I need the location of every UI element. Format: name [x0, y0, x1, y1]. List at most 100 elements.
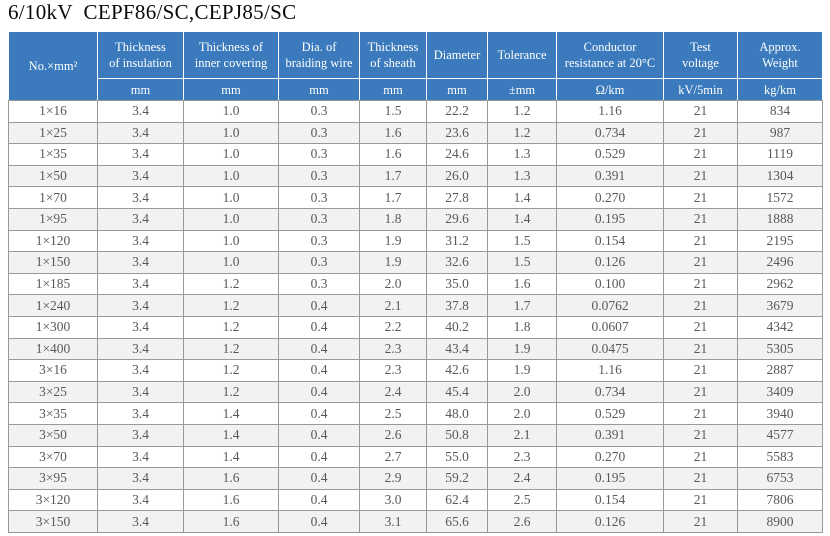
table-cell: 24.6	[426, 143, 488, 166]
table-cell: 7806	[737, 488, 823, 512]
table-row: 1×16 3.4 1.0 0.3 1.5 22.2 1.2 1.16 21 834	[8, 100, 823, 123]
table-cell: 0.391	[556, 164, 664, 188]
table-cell: 3.4	[97, 315, 184, 339]
table-cell: 1.6	[183, 488, 279, 512]
table-cell: 1.4	[183, 445, 279, 469]
row-label: 1×35	[8, 143, 98, 166]
table-cell: 1.9	[487, 359, 557, 382]
table-cell: 0.4	[278, 488, 360, 512]
table-cell: 0.3	[278, 272, 360, 296]
table-cell: 1.4	[487, 207, 557, 231]
table-cell: 1.0	[183, 143, 279, 166]
table-cell: 43.4	[426, 337, 488, 361]
column-header-8: Test voltage	[663, 31, 738, 79]
table-cell: 1.6	[359, 121, 427, 145]
table-cell: 37.8	[426, 294, 488, 317]
table-cell: 3.4	[97, 488, 184, 512]
row-label: 3×50	[8, 423, 98, 447]
table-cell: 0.3	[278, 164, 360, 188]
column-header-1: Thickness of insulation	[97, 31, 184, 79]
table-row: 3×120 3.4 1.6 0.4 3.0 62.4 2.5 0.154 21 7806	[8, 488, 823, 512]
table-cell: 3.1	[359, 510, 427, 533]
table-cell: 0.4	[278, 402, 360, 425]
table-row: 1×240 3.4 1.2 0.4 2.1 37.8 1.7 0.0762 21 3679	[8, 294, 823, 317]
table-cell: 2.6	[487, 510, 557, 533]
table-row: 1×185 3.4 1.2 0.3 2.0 35.0 1.6 0.100 21 2962	[8, 272, 823, 296]
table-cell: 1.2	[183, 315, 279, 339]
table-cell: 1.2	[183, 380, 279, 404]
column-header-7: Conductor resistance at 20°C	[556, 31, 664, 79]
table-cell: 0.195	[556, 207, 664, 231]
table-row: 1×300 3.4 1.2 0.4 2.2 40.2 1.8 0.0607 21 4342	[8, 315, 823, 339]
table-cell: 3.4	[97, 164, 184, 188]
table-cell: 6753	[737, 467, 823, 490]
row-label: 3×150	[8, 510, 98, 533]
table-cell: 5583	[737, 445, 823, 469]
column-unit-9: kg/km	[737, 78, 823, 101]
table-cell: 3.4	[97, 510, 184, 533]
table-cell: 4342	[737, 315, 823, 339]
table-cell: 4577	[737, 423, 823, 447]
table-cell: 42.6	[426, 359, 488, 382]
row-label: 1×185	[8, 272, 98, 296]
table-cell: 2195	[737, 229, 823, 253]
table-cell: 0.3	[278, 143, 360, 166]
table-cell: 3.0	[359, 488, 427, 512]
column-unit-3: mm	[278, 78, 360, 101]
table-cell: 1.7	[359, 186, 427, 209]
table-cell: 1.0	[183, 121, 279, 145]
table-cell: 2.5	[359, 402, 427, 425]
table-cell: 1.9	[359, 229, 427, 253]
table-cell: 1.8	[487, 315, 557, 339]
table-cell: 0.126	[556, 510, 664, 533]
table-cell: 2.3	[359, 359, 427, 382]
table-cell: 1.3	[487, 164, 557, 188]
table-cell: 2496	[737, 251, 823, 274]
table-cell: 0.4	[278, 445, 360, 469]
table-cell: 1.7	[487, 294, 557, 317]
table-cell: 21	[663, 488, 738, 512]
table-cell: 0.734	[556, 380, 664, 404]
table-cell: 3.4	[97, 186, 184, 209]
table-cell: 3.4	[97, 380, 184, 404]
table-cell: 21	[663, 315, 738, 339]
table-cell: 0.270	[556, 445, 664, 469]
row-label: 1×16	[8, 100, 98, 123]
table-cell: 1.5	[359, 100, 427, 123]
table-row: 1×25 3.4 1.0 0.3 1.6 23.6 1.2 0.734 21 987	[8, 121, 823, 145]
table-cell: 21	[663, 100, 738, 123]
table-cell: 0.734	[556, 121, 664, 145]
cable-spec-table: No.×mm² Thickness of insulation Thickness …	[8, 31, 823, 533]
table-cell: 2.0	[487, 380, 557, 404]
column-header-4: Thickness of sheath	[359, 31, 427, 79]
table-cell: 0.4	[278, 510, 360, 533]
table-row: 1×120 3.4 1.0 0.3 1.9 31.2 1.5 0.154 21 2195	[8, 229, 823, 253]
table-cell: 3.4	[97, 143, 184, 166]
page-title: 6/10kV CEPF86/SC,CEPJ85/SC	[8, 0, 297, 24]
table-cell: 21	[663, 143, 738, 166]
column-header-3: Dia. of braiding wire	[278, 31, 360, 79]
table-cell: 1.2	[183, 294, 279, 317]
table-cell: 1.6	[183, 467, 279, 490]
table-cell: 2.7	[359, 445, 427, 469]
table-cell: 2.9	[359, 467, 427, 490]
table-cell: 987	[737, 121, 823, 145]
table-cell: 2.3	[487, 445, 557, 469]
table-row: 3×70 3.4 1.4 0.4 2.7 55.0 2.3 0.270 21 5583	[8, 445, 823, 469]
column-header-2: Thickness of inner covering	[183, 31, 279, 79]
table-cell: 3.4	[97, 337, 184, 361]
table-body: 1×16 3.4 1.0 0.3 1.5 22.2 1.2 1.16 21 834 1×25 3.4 1…	[8, 100, 823, 533]
row-label: 1×400	[8, 337, 98, 361]
table-cell: 3.4	[97, 294, 184, 317]
table-cell: 50.8	[426, 423, 488, 447]
column-unit-4: mm	[359, 78, 427, 101]
table-cell: 22.2	[426, 100, 488, 123]
table-cell: 3409	[737, 380, 823, 404]
table-cell: 21	[663, 337, 738, 361]
table-cell: 3.4	[97, 467, 184, 490]
column-unit-8: kV/5min	[663, 78, 738, 101]
table-cell: 0.529	[556, 402, 664, 425]
table-cell: 2.1	[487, 423, 557, 447]
table-header: No.×mm² Thickness of insulation Thickness …	[8, 31, 823, 101]
